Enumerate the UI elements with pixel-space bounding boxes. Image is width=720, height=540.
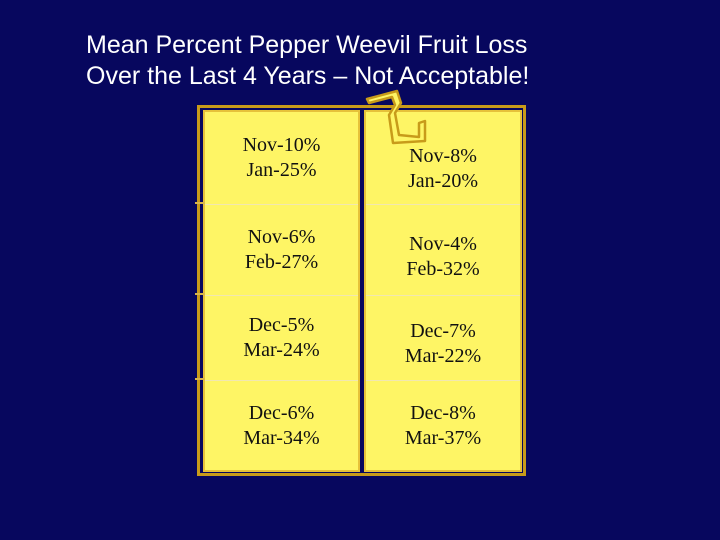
cell-line-2: Mar-24% <box>243 339 320 361</box>
row-divider <box>366 204 520 205</box>
cell-line-1: Nov-4% <box>409 233 477 255</box>
table-cell: Nov-4% Feb-32% <box>366 205 520 303</box>
slide-title: Mean Percent Pepper Weevil Fruit Loss Ov… <box>86 30 529 92</box>
row-divider <box>205 204 358 205</box>
table-outline <box>197 105 526 476</box>
table-column-right: Nov-8% Jan-20% Nov-4% Feb-32% Dec-7% Mar… <box>364 110 522 472</box>
cell-line-2: Mar-34% <box>243 426 320 449</box>
table-cell: Nov-6% Feb-27% <box>205 205 358 295</box>
slide-title-line-1: Mean Percent Pepper Weevil Fruit Loss <box>86 31 528 59</box>
cell-line-2: Mar-37% <box>404 426 482 449</box>
table-cell: Dec-8% Mar-37% <box>366 381 520 470</box>
row-divider <box>366 380 520 381</box>
cell-line-2: Mar-22% <box>404 345 482 367</box>
cell-line-1: Nov-8% <box>409 145 477 167</box>
row-tick-mark <box>195 202 205 204</box>
cell-line-1: Dec-8% <box>410 401 476 424</box>
cell-line-2: Jan-20% <box>408 170 478 192</box>
cell-line-1: Nov-6% <box>247 226 316 248</box>
row-tick-mark <box>195 293 205 295</box>
cell-line-1: Nov-10% <box>242 134 321 156</box>
hook-marker-icon <box>365 89 427 145</box>
table-cell: Dec-6% Mar-34% <box>205 381 358 470</box>
table-cell: Dec-5% Mar-24% <box>205 296 358 380</box>
slide-title-line-2: Over the Last 4 Years – Not Acceptable! <box>86 62 530 90</box>
table-column-left: Nov-10% Jan-25% Nov-6% Feb-27% Dec-5% Ma… <box>203 110 360 472</box>
row-divider <box>366 295 520 296</box>
row-divider <box>205 295 358 296</box>
row-divider <box>205 380 358 381</box>
cell-line-1: Dec-7% <box>410 320 476 342</box>
table-cell: Nov-10% Jan-25% <box>205 112 358 204</box>
row-tick-mark <box>195 378 205 380</box>
cell-line-1: Dec-6% <box>248 401 315 424</box>
table-cell: Nov-8% Jan-20% <box>366 112 520 222</box>
cell-line-2: Feb-27% <box>244 251 319 273</box>
table-cell: Dec-7% Mar-22% <box>366 296 520 386</box>
cell-line-2: Jan-25% <box>246 159 317 181</box>
cell-line-2: Feb-32% <box>406 258 480 280</box>
cell-line-1: Dec-5% <box>248 314 315 336</box>
